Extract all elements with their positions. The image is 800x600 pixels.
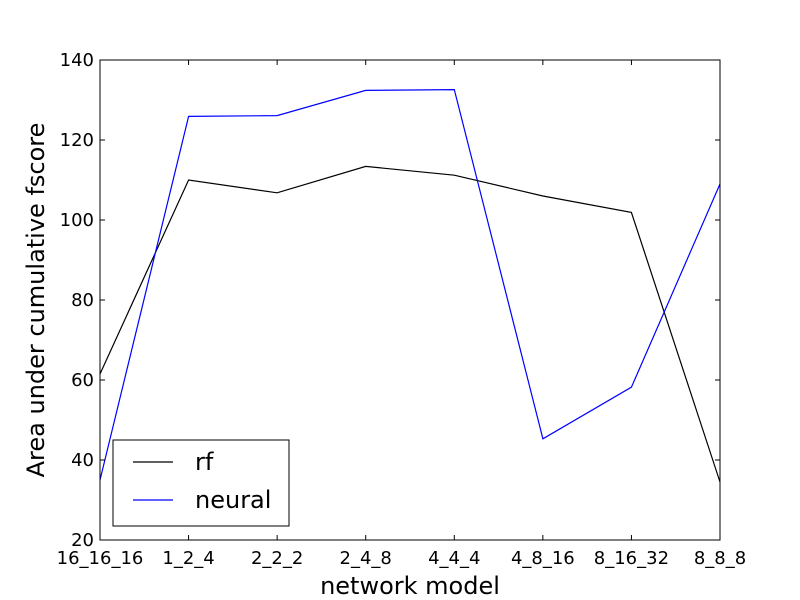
y-tick-label: 80 [71,290,94,311]
y-tick-label: 40 [71,450,94,471]
x-tick-label: 4_4_4 [428,548,480,569]
y-tick-label: 60 [71,370,94,391]
x-tick-label: 4_8_16 [511,548,575,569]
ticks-layer: 16_16_16 1_2_4 2_2_2 2_4_8 4_4_4 4_8_16 8_16_3… [57,50,747,569]
x-tick-label: 16_16_16 [57,548,144,569]
y-tick-label: 120 [60,130,94,151]
x-axis-title: network model [320,572,500,600]
y-tick-label: 140 [60,50,94,71]
y-axis-title: Area under cumulative fscore [22,123,50,478]
series-layer [99,88,721,483]
series-line-neural [99,88,721,481]
x-tick-label: 8_8_8 [694,548,746,569]
x-tick-label: 1_2_4 [162,548,214,569]
y-tick-label: 20 [71,530,94,551]
legend: rf neural [112,439,290,527]
legend-box [112,439,290,527]
series-line-rf [99,165,721,483]
y-tick-label: 100 [60,210,94,231]
legend-label-neural: neural [195,486,271,514]
x-tick-label: 2_4_8 [340,548,392,569]
x-tick-label: 2_2_2 [251,548,303,569]
legend-label-rf: rf [195,448,214,476]
x-tick-label: 8_16_32 [594,548,669,569]
